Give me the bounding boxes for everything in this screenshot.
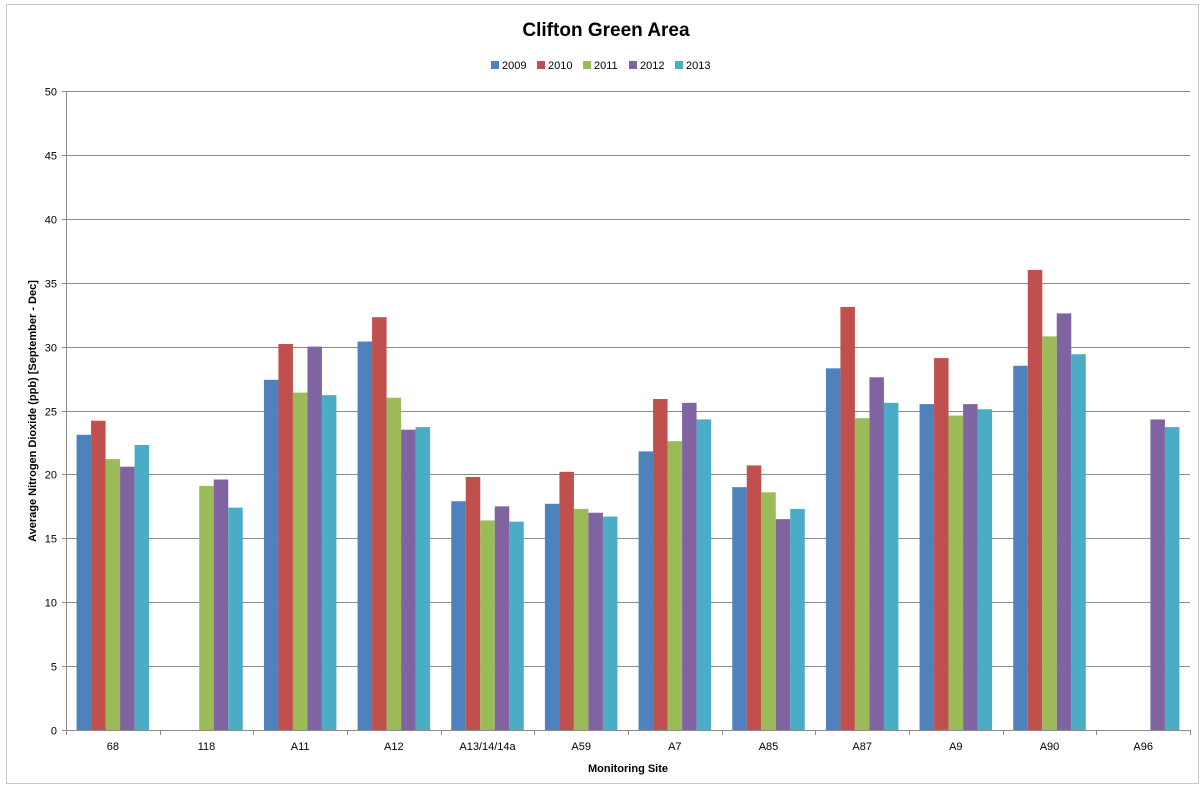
x-tick-label: A96: [1133, 741, 1153, 753]
bar-2011-118: [199, 485, 214, 730]
bar-2013-A11: [321, 395, 337, 730]
x-tick-label: A87: [852, 741, 872, 753]
bar-2010-68: [91, 420, 106, 730]
bar-2009-A87: [825, 368, 841, 730]
bar-2011-A12: [386, 397, 402, 730]
y-tick-label: 50: [45, 87, 57, 99]
x-tick-label: A11: [291, 741, 310, 753]
y-tick-label: 25: [45, 407, 57, 419]
x-tick-label: 118: [198, 741, 216, 753]
y-tick-label: 45: [45, 151, 57, 163]
bar-2012-A11: [307, 346, 322, 730]
bar-2013-A7: [696, 419, 712, 730]
bar-2010-A90: [1027, 269, 1043, 730]
bar-2012-68: [120, 466, 135, 730]
legend-label: 2012: [640, 60, 664, 72]
bar-2012-A87: [869, 377, 884, 730]
y-tick-label: 40: [45, 215, 57, 227]
bar-2011-A13/14/14a: [480, 520, 495, 730]
bar-2012-A59: [588, 512, 603, 730]
bar-2013-A59: [602, 516, 618, 730]
gridlines: [66, 91, 1190, 667]
x-tick-label: A12: [384, 741, 404, 753]
y-tick-label: 35: [45, 279, 57, 291]
legend-swatch-2012: [629, 61, 637, 69]
bar-2012-A9: [963, 404, 978, 730]
x-tick-label: A90: [1040, 741, 1060, 753]
legend-swatch-2013: [675, 61, 683, 69]
bar-2009-A9: [919, 404, 935, 730]
bar-2011-68: [105, 459, 121, 730]
bar-2011-A7: [667, 441, 683, 730]
bar-2011-A87: [854, 418, 870, 730]
bar-2011-A90: [1042, 336, 1057, 730]
bar-2009-A59: [544, 503, 560, 730]
bar-2009-A85: [732, 487, 747, 730]
bar-2013-68: [134, 445, 150, 730]
x-axis-title: Monitoring Site: [588, 763, 668, 775]
bar-2011-A59: [573, 508, 589, 730]
legend-label: 2011: [594, 60, 618, 72]
bar-2012-118: [213, 479, 229, 730]
bar-2013-A90: [1071, 354, 1086, 730]
legend-label: 2009: [502, 60, 526, 72]
chart-title: Clifton Green Area: [522, 20, 690, 41]
bar-2012-A13/14/14a: [494, 506, 510, 730]
x-tick-label: A9: [949, 741, 962, 753]
bar-2010-A12: [372, 317, 387, 730]
y-tick-label: 15: [45, 534, 57, 546]
bar-2010-A13/14/14a: [465, 476, 481, 730]
bar-2010-A9: [934, 358, 949, 730]
bar-2010-A11: [278, 344, 293, 730]
bar-2011-A85: [761, 492, 776, 730]
x-tick-label: A13/14/14a: [459, 741, 516, 753]
bar-2009-A12: [357, 341, 373, 730]
bar-2010-A59: [559, 471, 574, 730]
x-tick-label: A7: [668, 741, 681, 753]
x-axis-ticks: 68 118 A11 A12 A13/14/14a A59 A7 A85 A87 A9 A90 A96: [107, 730, 1191, 753]
bar-2012-A96: [1150, 419, 1165, 730]
bar-2013-A12: [415, 427, 431, 730]
bar-2010-A85: [746, 465, 762, 730]
bars: [76, 269, 1180, 730]
y-tick-label: 10: [45, 598, 57, 610]
bar-2012-A90: [1056, 313, 1072, 730]
bar-2009-A90: [1013, 365, 1028, 730]
legend-swatch-2011: [583, 61, 591, 69]
bar-2013-118: [228, 507, 243, 730]
bar-2011-A9: [948, 415, 964, 730]
bar-2009-A7: [638, 451, 654, 730]
bar-2013-A87: [883, 402, 899, 730]
bar-2013-A9: [977, 409, 993, 730]
bar-2009-A11: [263, 379, 279, 730]
legend-swatch-2009: [491, 61, 499, 69]
x-tick-label: A85: [759, 741, 779, 753]
bar-2012-A7: [682, 402, 697, 730]
bar-2013-A96: [1164, 427, 1180, 730]
y-axis-title: Average Nitrogen Dioxide (ppb) [Septembe…: [27, 280, 39, 542]
bar-2009-68: [76, 434, 92, 730]
bar-2013-A85: [790, 508, 805, 730]
x-tick-label: A59: [571, 741, 591, 753]
x-tick-label: 68: [107, 741, 119, 753]
y-tick-label: 30: [45, 343, 57, 355]
y-tick-label: 0: [51, 726, 57, 738]
legend-swatch-2010: [537, 61, 545, 69]
y-axis-ticks: 0 5 10 15 20 25 30 35 40 45 50: [45, 87, 66, 738]
y-tick-label: 20: [45, 470, 57, 482]
bar-2010-A7: [653, 399, 668, 730]
bar-2012-A85: [775, 519, 791, 730]
bar-2012-A12: [401, 429, 416, 730]
bar-2009-A13/14/14a: [451, 501, 466, 730]
legend: 2009 2010 2011 2012 2013: [491, 60, 710, 72]
y-tick-label: 5: [51, 662, 57, 674]
bar-2013-A13/14/14a: [509, 521, 524, 730]
legend-label: 2013: [686, 60, 710, 72]
bar-2010-A87: [840, 306, 855, 730]
legend-label: 2010: [548, 60, 572, 72]
bar-2011-A11: [292, 392, 308, 730]
